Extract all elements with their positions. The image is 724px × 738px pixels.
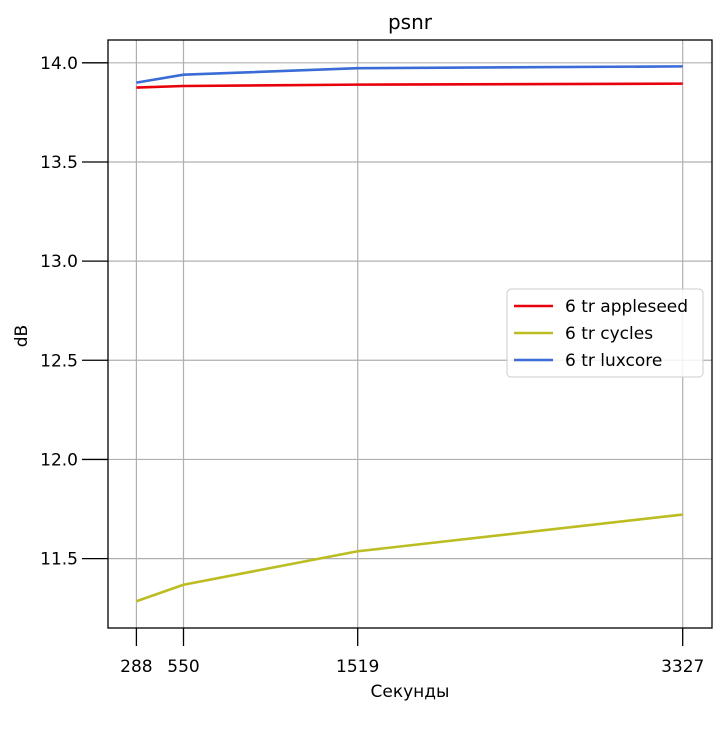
y-tick-label: 13.0: [40, 252, 78, 272]
y-tick-label: 14.0: [40, 54, 78, 74]
y-tick-label: 11.5: [40, 550, 78, 570]
plot-frame: [107, 39, 713, 629]
legend-label-0: 6 tr appleseed: [565, 297, 688, 317]
chart-title: psnr: [388, 10, 433, 34]
y-tick-label: 12.5: [40, 351, 78, 371]
legend-label-2: 6 tr luxcore: [565, 351, 662, 371]
legend-box: [506, 288, 704, 378]
legend-label-1: 6 tr cycles: [565, 324, 653, 344]
series-line-2: [136, 65, 683, 84]
x-tick-label: 288: [120, 657, 152, 677]
x-tick-label: 3327: [661, 657, 704, 677]
axis-layer: 288 550 1519 3327 11.5 12.0 12.5 13.0 13.5 14.0: [40, 54, 704, 677]
y-tick-label: 13.5: [40, 153, 78, 173]
series-layer: [135, 65, 683, 603]
x-axis-label: Секунды: [371, 682, 450, 702]
y-tick-label: 12.0: [40, 450, 78, 470]
x-tick-label: 1519: [336, 657, 379, 677]
series-line-0: [136, 82, 683, 89]
series-line-1: [135, 513, 683, 603]
legend: 6 tr appleseed 6 tr cycles 6 tr luxcore: [506, 288, 704, 378]
y-axis-label: dB: [12, 325, 32, 347]
x-tick-label: 550: [167, 657, 199, 677]
grid-layer: [108, 40, 712, 628]
